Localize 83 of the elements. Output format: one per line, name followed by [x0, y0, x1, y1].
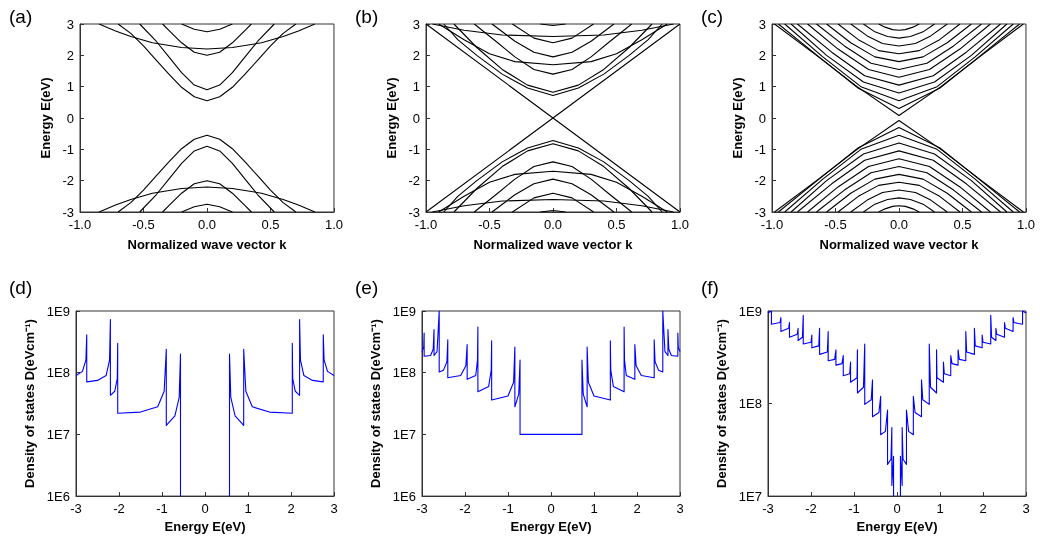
x-tick-label: 3 — [330, 501, 338, 517]
x-tick-label: 3 — [1022, 501, 1030, 517]
y-tick-label: 0 — [66, 110, 74, 126]
x-tick-label: 2 — [287, 501, 295, 517]
y-tick-label: 1E8 — [738, 396, 762, 412]
chart-title: (c) — [701, 6, 724, 27]
y-axis-title: Density of states D(eVcm⁻¹) — [713, 319, 729, 488]
x-tick-label: 0 — [547, 501, 555, 517]
y-tick-label: -3 — [408, 204, 420, 220]
y-tick-label: 1 — [66, 79, 74, 95]
y-tick-label: 1E9 — [392, 303, 416, 319]
y-tick-label: 0 — [758, 110, 766, 126]
x-tick-label: 2 — [633, 501, 641, 517]
chart-title: (d) — [9, 277, 33, 298]
x-tick-label: 0.5 — [261, 217, 280, 232]
y-tick-label: -1 — [754, 141, 766, 157]
y-axis-title: Energy E(eV) — [37, 77, 53, 159]
y-tick-label: -3 — [754, 204, 766, 220]
y-tick-label: 1 — [412, 79, 420, 95]
x-tick-label: 1.0 — [670, 217, 689, 232]
y-tick-label: 0 — [412, 110, 420, 126]
y-tick-label: 1E7 — [738, 488, 762, 504]
y-axis-title: Energy E(eV) — [383, 77, 399, 159]
x-axis-title: Energy E(eV) — [510, 519, 592, 534]
x-tick-label: 0.0 — [889, 217, 909, 232]
x-tick-label: 1 — [244, 501, 252, 517]
x-tick-label: 1.0 — [1016, 217, 1035, 232]
x-axis-title: Normalized wave vector k — [473, 237, 634, 252]
chart-title: (b) — [355, 6, 379, 27]
x-tick-label: 0 — [893, 501, 901, 517]
x-tick-label: -2 — [113, 501, 125, 517]
x-tick-label: 0.5 — [953, 217, 972, 232]
chart-title: (e) — [355, 277, 379, 298]
x-tick-label: 0.5 — [607, 217, 626, 232]
x-tick-label: 0 — [201, 501, 209, 517]
x-tick-label: -1 — [502, 501, 514, 517]
y-tick-label: 1E8 — [392, 365, 416, 381]
x-tick-label: -0.5 — [824, 217, 847, 232]
x-tick-label: 3 — [676, 501, 684, 517]
y-tick-label: 1E8 — [46, 365, 70, 381]
y-tick-label: 3 — [758, 16, 766, 32]
y-axis-title: Energy E(eV) — [729, 77, 745, 159]
y-tick-label: 2 — [412, 47, 420, 63]
y-tick-label: 1 — [758, 79, 766, 95]
x-tick-label: -1 — [156, 501, 168, 517]
x-tick-label: 1 — [590, 501, 598, 517]
x-tick-label: -1.0 — [760, 217, 784, 232]
x-tick-label: 0.0 — [543, 217, 563, 232]
x-tick-label: -0.5 — [132, 217, 155, 232]
x-tick-label: 2 — [979, 501, 987, 517]
y-tick-label: 3 — [66, 16, 74, 32]
x-axis-title: Energy E(eV) — [164, 519, 246, 534]
y-tick-label: 1E9 — [46, 303, 70, 319]
y-tick-label: 1E7 — [46, 426, 70, 442]
y-tick-label: -3 — [62, 204, 74, 220]
y-tick-label: 1E9 — [738, 303, 762, 319]
y-tick-label: 3 — [412, 16, 420, 32]
x-tick-label: -2 — [805, 501, 817, 517]
x-axis-title: Normalized wave vector k — [819, 237, 980, 252]
y-tick-label: 1E7 — [392, 426, 416, 442]
y-tick-label: 1E6 — [392, 488, 416, 504]
x-tick-label: 1 — [936, 501, 944, 517]
x-tick-label: 1.0 — [324, 217, 343, 232]
y-tick-label: -2 — [408, 173, 420, 189]
y-tick-label: -1 — [62, 141, 74, 157]
x-tick-label: -0.5 — [478, 217, 501, 232]
chart-title: (a) — [9, 6, 33, 27]
y-axis-title: Density of states D(eVcm⁻¹) — [21, 319, 37, 488]
x-tick-label: 0.0 — [197, 217, 217, 232]
x-tick-label: -1.0 — [414, 217, 438, 232]
y-tick-label: 2 — [758, 47, 766, 63]
x-axis-title: Normalized wave vector k — [127, 237, 288, 252]
y-axis-title: Density of states D(eVcm⁻¹) — [367, 319, 383, 488]
y-tick-label: -1 — [408, 141, 420, 157]
y-tick-label: 2 — [66, 47, 74, 63]
y-tick-label: -2 — [754, 173, 766, 189]
y-tick-label: -2 — [62, 173, 74, 189]
x-tick-label: -1.0 — [68, 217, 92, 232]
x-axis-title: Energy E(eV) — [856, 519, 938, 534]
x-tick-label: -2 — [459, 501, 471, 517]
x-tick-label: -1 — [848, 501, 860, 517]
y-tick-label: 1E6 — [46, 488, 70, 504]
chart-title: (f) — [701, 277, 719, 298]
